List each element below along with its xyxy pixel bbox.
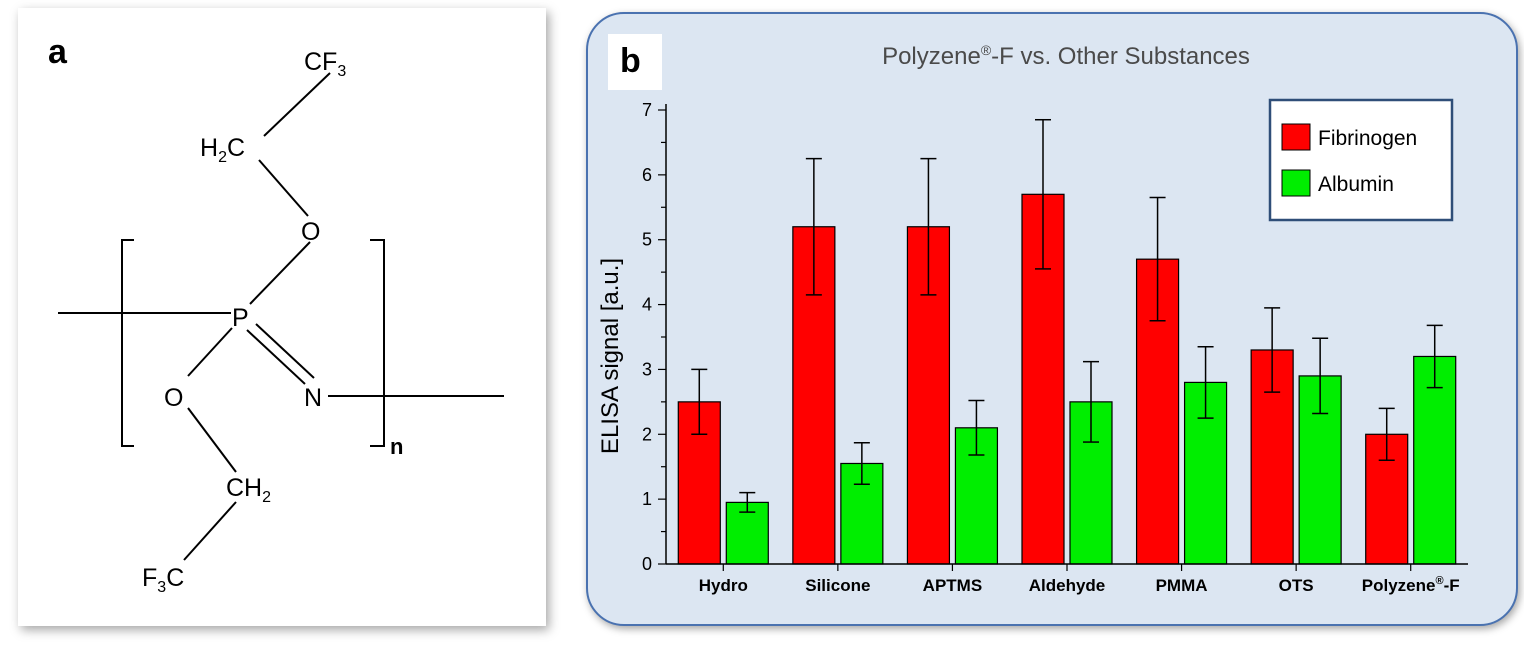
x-category-label: Silicone [805, 576, 870, 595]
polyphosphazene-structure: a CF3 H2C O P O N CH2 F3C n [48, 33, 504, 596]
chart-title: Polyzene®-F vs. Other Substances [882, 42, 1250, 70]
legend-label-fibrinogen: Fibrinogen [1318, 127, 1417, 150]
error-bar-albumin-0 [739, 491, 756, 513]
legend-label-albumin: Albumin [1318, 173, 1394, 196]
y-tick-label: 7 [642, 100, 652, 120]
f3c-group: F3C [142, 564, 184, 596]
y-tick-label: 6 [642, 165, 652, 185]
legend: Fibrinogen Albumin [1268, 98, 1454, 222]
legend-swatch-fibrinogen [1281, 123, 1311, 151]
repeat-unit-n: n [390, 434, 403, 459]
cf3-top-group: CF3 [304, 48, 346, 80]
error-bar-fibrinogen-6 [1378, 407, 1395, 461]
panel-b-label: b [620, 42, 641, 80]
x-category-label: Aldehyde [1029, 576, 1106, 595]
error-bar-fibrinogen-2 [920, 157, 937, 296]
panel-b-label-box [608, 34, 662, 90]
y-tick-label: 1 [642, 489, 652, 509]
y-tick-label: 4 [642, 295, 652, 315]
error-bar-fibrinogen-1 [805, 157, 822, 296]
y-axis-label: ELISA signal [a.u.] [597, 258, 624, 454]
x-category-label: Hydro [699, 576, 748, 595]
oxygen-top: O [301, 218, 320, 246]
error-bar-albumin-2 [968, 399, 985, 456]
legend-box [1268, 98, 1454, 222]
ch2-group: CH2 [226, 474, 271, 506]
nitrogen-atom: N [304, 384, 322, 412]
axes-layer: 0 1 2 3 4 5 6 7 Hydro Silicone APTMS Aldehyde PMMA OT… [642, 100, 1468, 595]
error-bar-albumin-3 [1083, 360, 1099, 443]
y-tick-label: 5 [642, 230, 652, 250]
error-bar-fibrinogen-0 [691, 368, 708, 436]
y-tick-label: 3 [642, 359, 652, 379]
error-bar-fibrinogen-4 [1149, 196, 1166, 322]
elisa-bar-chart: b Polyzene®-F vs. Other Substances ELISA… [597, 34, 1468, 595]
legend-swatch-albumin [1281, 169, 1311, 197]
error-bar-albumin-4 [1197, 345, 1214, 419]
oxygen-bottom: O [164, 384, 183, 412]
error-bar-fibrinogen-5 [1264, 307, 1281, 393]
panel-a-structure: a CF3 H2C O P O N CH2 F3C n [18, 8, 546, 626]
x-category-label: APTMS [923, 576, 983, 595]
phosphorus-atom: P [232, 304, 249, 332]
error-bar-albumin-1 [853, 441, 870, 485]
h2c-group: H2C [200, 134, 245, 166]
panel-a-label: a [48, 33, 68, 71]
y-tick-label: 2 [642, 424, 652, 444]
error-bar-albumin-5 [1312, 337, 1329, 415]
structure-bonds [58, 72, 504, 561]
error-bar-fibrinogen-3 [1035, 118, 1051, 270]
error-bar-albumin-6 [1426, 324, 1443, 389]
x-category-label: Polyzene®-F [1362, 575, 1460, 595]
x-category-label: PMMA [1156, 576, 1208, 595]
x-category-label: OTS [1279, 576, 1314, 595]
bars-layer [677, 118, 1457, 565]
panel-b-chart: b Polyzene®-F vs. Other Substances ELISA… [586, 12, 1518, 626]
y-tick-label: 0 [642, 554, 652, 574]
